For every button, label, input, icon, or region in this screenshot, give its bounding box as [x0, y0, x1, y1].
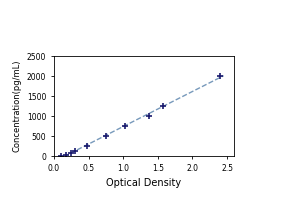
X-axis label: Optical Density: Optical Density [106, 178, 182, 188]
Y-axis label: Concentration(pg/mL): Concentration(pg/mL) [12, 60, 21, 152]
